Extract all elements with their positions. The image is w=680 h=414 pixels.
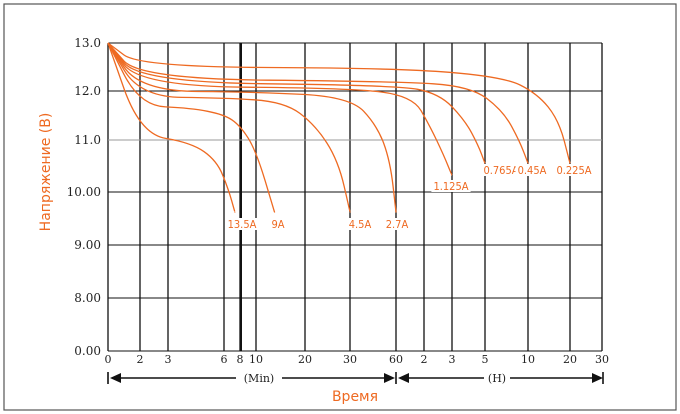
y-tick-label: 9.00 [74,238,101,252]
x-tick-label: 2 [137,353,144,366]
x-tick-label: 10 [249,353,263,366]
y-tick-label: 11.0 [74,133,101,147]
discharge-curves [107,42,571,213]
curve-4.5A [107,42,351,213]
curve-label-1.125A: 1.125A [433,180,468,193]
y-tick-label: 10.00 [67,185,101,199]
x-tick-label: 20 [298,353,312,366]
x-tick-label: 20 [563,353,577,366]
arrow-left-head [110,373,121,383]
curve-label-4.5A: 4.5A [349,218,372,231]
x-tick-labels: 0 2 3 6 8 10 20 30 60 2 3 5 10 20 30 [105,353,610,366]
y-tick-label: 0.00 [74,344,101,358]
curve-label-bg [554,164,594,176]
arrow-left-head [398,373,409,383]
y-tick-label: 13.0 [74,36,101,50]
arrow-right-head [592,373,603,383]
curve-label-bg [225,218,259,230]
curve-label-bg [383,218,411,230]
x-axis-title: Время [332,389,378,405]
curve-1.125A [107,42,453,177]
curve-13.5A [107,42,236,213]
time-range-arrows: (Min) (H) [107,372,604,385]
curve-label-9A: 9A [271,218,284,231]
grid [107,42,603,352]
x-tick-label: 8 [237,353,244,366]
curve-label-13.5A: 13.5A [228,218,257,231]
curve-0.225A [107,42,571,164]
curve-2.7A [107,42,397,213]
curve-label-0.765A: 0.765A [483,164,518,177]
curve-label-2.7A: 2.7A [386,218,409,231]
x-tick-label: 60 [389,353,403,366]
x-tick-label: 30 [343,353,357,366]
curve-9A [107,42,276,213]
y-axis-title: Напряжение (В) [38,113,54,232]
x-tick-label: 0 [105,353,112,366]
x-tick-label: 10 [521,353,535,366]
x-tick-label: 30 [595,353,609,366]
curve-0.45A [107,42,529,165]
x-tick-label: 5 [482,353,489,366]
y-tick-label: 12.0 [74,84,101,98]
arrow-right-head [384,373,395,383]
x-tick-label: 3 [449,353,456,366]
x-tick-label: 3 [165,353,172,366]
chart-frame [3,3,677,411]
curve-label-bg [431,180,471,192]
curve-label-bg [346,218,374,230]
hours-range-label: (H) [488,372,506,385]
curve-label-bg [270,218,286,230]
x-tick-label: 6 [221,353,228,366]
x-tick-label: 2 [421,353,428,366]
curve-label-bg [515,164,549,176]
curve-label-0.45A: 0.45A [518,164,547,177]
curve-0.765A [107,42,486,164]
y-tick-label: 8.00 [74,291,101,305]
curve-labels: 13.5A 9A 4.5A 2.7A 1.125A 0.765A 0.45A 0.225A [225,164,594,231]
y-tick-labels: 13.0 12.0 11.0 10.00 9.00 8.00 0.00 [67,36,101,358]
curve-label-bg [481,164,521,176]
minutes-range-label: (Min) [244,372,274,385]
curve-label-0.225A: 0.225A [556,164,591,177]
